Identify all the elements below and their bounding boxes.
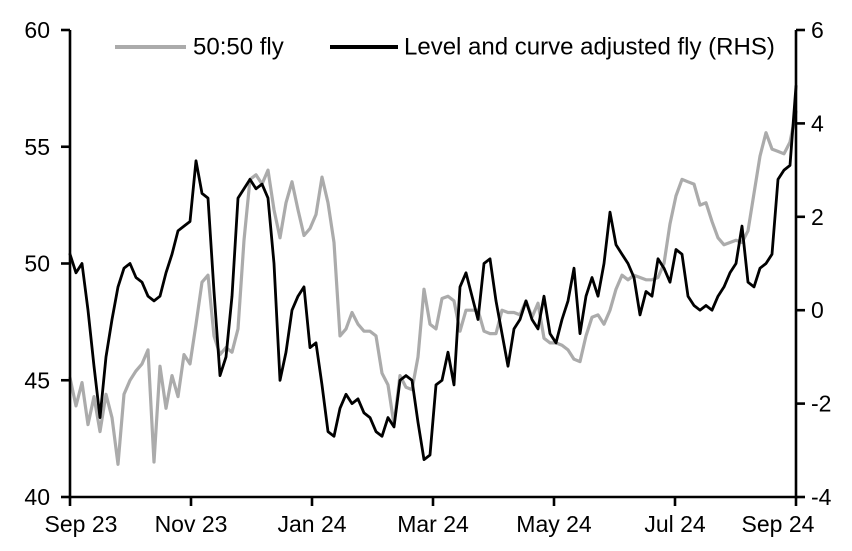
series-line-black: [68, 84, 798, 462]
x-axis-tick-label: Sep 24: [742, 511, 815, 537]
x-axis-tick-label: Nov 23: [155, 511, 228, 537]
right-axis-tick-label: 2: [811, 204, 824, 230]
axis-labels-layer: 60 55 50 45 40 6 4 2 0 -2 -4 Sep 23 Nov 23 Jan 24 Mar …: [24, 17, 831, 537]
series-layer: [68, 84, 798, 466]
legend: 50:50 fly Level and curve adjusted fly (…: [115, 34, 775, 61]
x-axis-tick-label: Sep 23: [45, 511, 118, 537]
left-axis-tick-label: 50: [24, 251, 50, 277]
legend-label-5050-fly: 50:50 fly: [193, 34, 284, 61]
right-axis-tick-label: 4: [811, 110, 824, 136]
right-axis-tick-label: -4: [811, 484, 832, 510]
axes-layer: [61, 28, 805, 506]
right-axis-tick-label: -2: [811, 391, 831, 417]
left-axis-tick-label: 45: [24, 367, 50, 393]
left-axis-tick-label: 55: [24, 134, 50, 160]
right-axis-tick-label: 6: [811, 17, 824, 43]
left-axis-tick-label: 60: [24, 17, 50, 43]
series-line-gray: [68, 110, 798, 466]
left-axis-tick-label: 40: [24, 484, 50, 510]
x-axis-tick-label: Jan 24: [277, 511, 346, 537]
x-axis-tick-label: Jul 24: [644, 511, 706, 537]
right-axis-tick-label: 0: [811, 297, 824, 323]
x-axis-tick-label: May 24: [516, 511, 592, 537]
x-axis-tick-label: Mar 24: [397, 511, 469, 537]
legend-label-level-curve-fly: Level and curve adjusted fly (RHS): [404, 34, 775, 61]
